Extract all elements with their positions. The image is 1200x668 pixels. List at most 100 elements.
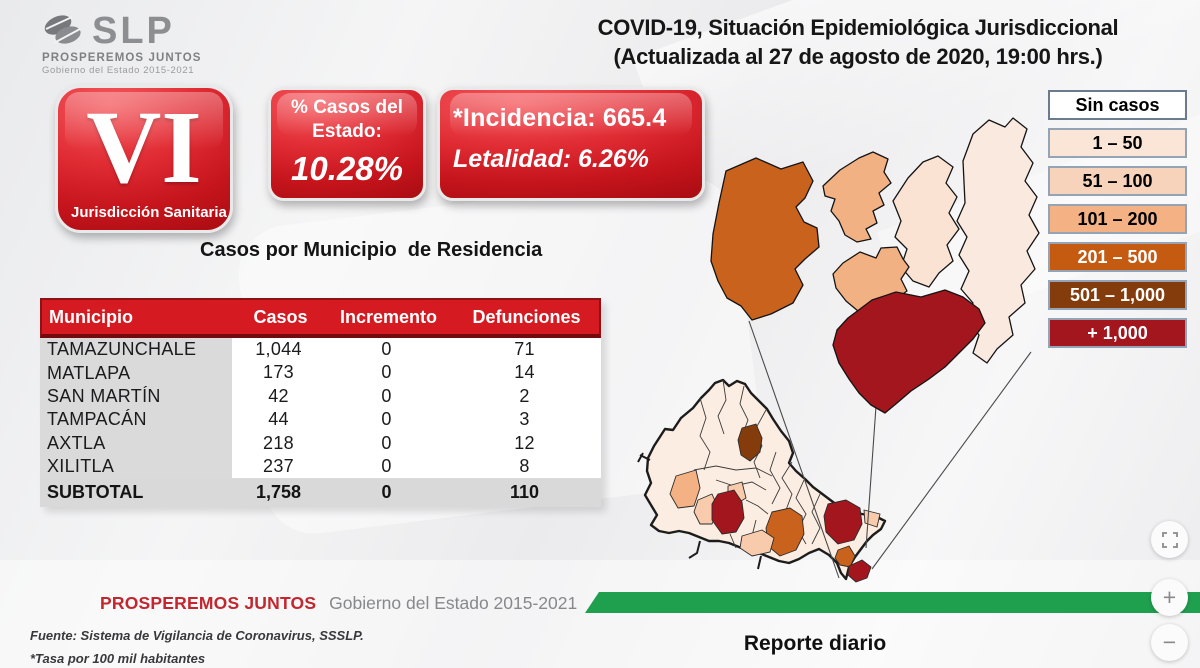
state-map: [637, 378, 887, 583]
lethality-value: Letalidad: 6.26%: [453, 145, 649, 173]
cell-incremento: 0: [325, 384, 448, 409]
jurisdiction-badge: VI Jurisdicción Sanitaria: [55, 85, 233, 233]
callout-line: [748, 320, 840, 579]
col-header-municipio: Municipio: [49, 306, 133, 327]
incidence-box: *Incidencia: 665.4 Letalidad: 6.26%: [437, 87, 705, 201]
report-label: Reporte diario: [743, 632, 887, 655]
cell-municipio: AXTLA: [40, 431, 232, 455]
municipality-shape-orange: [710, 157, 820, 321]
logo-wordmark: SLP: [92, 10, 175, 52]
fit-screen-icon: [1161, 531, 1178, 548]
legend-label: + 1,000: [1087, 322, 1148, 343]
logo-tagline: PROSPEREMOS JUNTOS: [42, 52, 202, 64]
legend-item: 1 – 50: [1048, 128, 1187, 158]
cell-casos: 42: [232, 384, 325, 409]
state-cell-tan: [739, 529, 775, 557]
footer-green-bar: [585, 592, 1200, 613]
footer-brand-red: PROSPEREMOS JUNTOS: [100, 593, 317, 613]
minus-icon: −: [1162, 629, 1177, 655]
table-row: AXTLA 218 0 12: [40, 431, 601, 455]
cell-municipio: MATLAPA: [40, 361, 232, 385]
footer-brand: PROSPEREMOS JUNTOS Gobierno del Estado 2…: [100, 593, 577, 614]
col-header-defunciones: Defunciones: [472, 306, 581, 327]
state-cases-value: 10.28%: [291, 149, 403, 187]
state-cell-red: [823, 499, 863, 545]
legend-label: 501 – 1,000: [1069, 284, 1166, 305]
slp-logo: SLP PROSPEREMOS JUNTOS Gobierno del Esta…: [42, 12, 302, 76]
legend-label: 1 – 50: [1092, 132, 1143, 153]
callout-line: [871, 351, 1032, 570]
jurisdiction-label: Jurisdicción Sanitaria: [71, 204, 227, 221]
cell-incremento: 0: [325, 408, 448, 432]
municipality-shape-tan: [822, 151, 892, 243]
cell-municipio: SAN MARTÍN: [40, 384, 232, 409]
cell-defunciones: 2: [448, 384, 601, 409]
legend-label: Sin casos: [1075, 94, 1160, 115]
state-cases-box: % Casos del Estado: 10.28%: [268, 87, 426, 201]
legend-item: + 1,000: [1048, 318, 1187, 348]
cell-subtotal-defunciones: 110: [509, 482, 540, 503]
legend-label: 51 – 100: [1082, 170, 1153, 191]
cell-casos: 218: [232, 431, 325, 455]
source-note: Fuente: Sistema de Vigilancia de Coronav…: [30, 625, 364, 668]
jurisdiction-map: [710, 117, 1040, 414]
table-row: XILITLA 237 0 8: [40, 454, 601, 479]
table-row: TAMAZUNCHALE 1,044 0 71: [40, 338, 601, 362]
cell-defunciones: 71: [448, 338, 601, 362]
cell-incremento: 0: [325, 361, 448, 385]
jurisdiction-numeral: VI: [86, 90, 202, 205]
legend-label: 201 – 500: [1077, 246, 1158, 267]
title-line-1: COVID-19, Situación Epidemiológica Juris…: [597, 15, 1119, 40]
incidence-value: *Incidencia: 665.4: [453, 104, 667, 132]
legend-item: 101 – 200: [1048, 204, 1187, 234]
cell-casos: 44: [232, 408, 325, 432]
state-cases-label-1: % Casos del: [291, 97, 403, 118]
municipality-shape-darkred: [832, 289, 986, 414]
cell-municipio: TAMPACÁN: [40, 408, 232, 432]
col-header-incremento: Incremento: [339, 306, 438, 327]
cell-casos: 237: [232, 454, 325, 479]
municipality-shape-cream: [892, 155, 960, 288]
zoom-in-button[interactable]: +: [1151, 579, 1188, 616]
legend-item: Sin casos: [1048, 90, 1187, 120]
state-cell-brown: [737, 423, 763, 462]
table-header-row: Municipio Casos Incremento Defunciones: [40, 298, 601, 338]
cell-defunciones: 12: [448, 431, 601, 455]
state-outline: [643, 378, 887, 581]
footer-brand-gray: Gobierno del Estado 2015-2021: [329, 593, 578, 613]
table-title: Casos por Municipio de Residencia: [200, 239, 543, 261]
logo-subtitle: Gobierno del Estado 2015-2021: [42, 65, 195, 76]
legend-item: 501 – 1,000: [1048, 280, 1187, 310]
cell-casos: 173: [232, 361, 325, 385]
slp-beans-icon: [44, 15, 81, 44]
table-row: TAMPACÁN 44 0 3: [40, 408, 601, 432]
cell-subtotal-casos: 1,758: [255, 482, 302, 503]
table-subtotal-row: SUBTOTAL 1,758 0 110: [40, 478, 601, 508]
cell-incremento: 0: [325, 454, 448, 479]
legend-item: 51 – 100: [1048, 166, 1187, 196]
cell-subtotal-label: SUBTOTAL: [47, 482, 144, 503]
map-graphic: [637, 117, 1040, 583]
cell-municipio: XILITLA: [40, 454, 232, 479]
title-line-2: (Actualizada al 27 de agosto de 2020, 19…: [613, 43, 1103, 69]
source-line-2: *Tasa por 100 mil habitantes: [30, 650, 206, 666]
plus-icon: +: [1162, 584, 1177, 610]
cell-incremento: 0: [325, 431, 448, 455]
cell-subtotal-incremento: 0: [381, 482, 392, 503]
table-row: SAN MARTÍN 42 0 2: [40, 384, 601, 409]
legend-label: 101 – 200: [1077, 208, 1158, 229]
zoom-out-button[interactable]: −: [1151, 624, 1188, 661]
municipality-shape-cream: [956, 117, 1040, 364]
cell-defunciones: 14: [448, 361, 601, 385]
map-legend: Sin casos 1 – 50 51 – 100 101 – 200 201 …: [1048, 90, 1187, 356]
state-cell-red: [711, 489, 745, 535]
cell-casos: 1,044: [232, 338, 325, 362]
fit-screen-button[interactable]: [1151, 521, 1188, 558]
state-cell-tan: [669, 469, 701, 509]
table-row: MATLAPA 173 0 14: [40, 361, 601, 385]
cell-defunciones: 3: [448, 408, 601, 432]
col-header-casos: Casos: [253, 306, 308, 327]
state-cell-red: [847, 559, 872, 583]
cell-municipio: TAMAZUNCHALE: [40, 338, 232, 362]
